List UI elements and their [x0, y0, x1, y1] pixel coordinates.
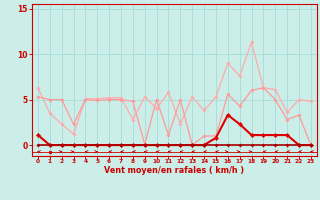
X-axis label: Vent moyen/en rafales ( km/h ): Vent moyen/en rafales ( km/h ) — [104, 166, 244, 175]
